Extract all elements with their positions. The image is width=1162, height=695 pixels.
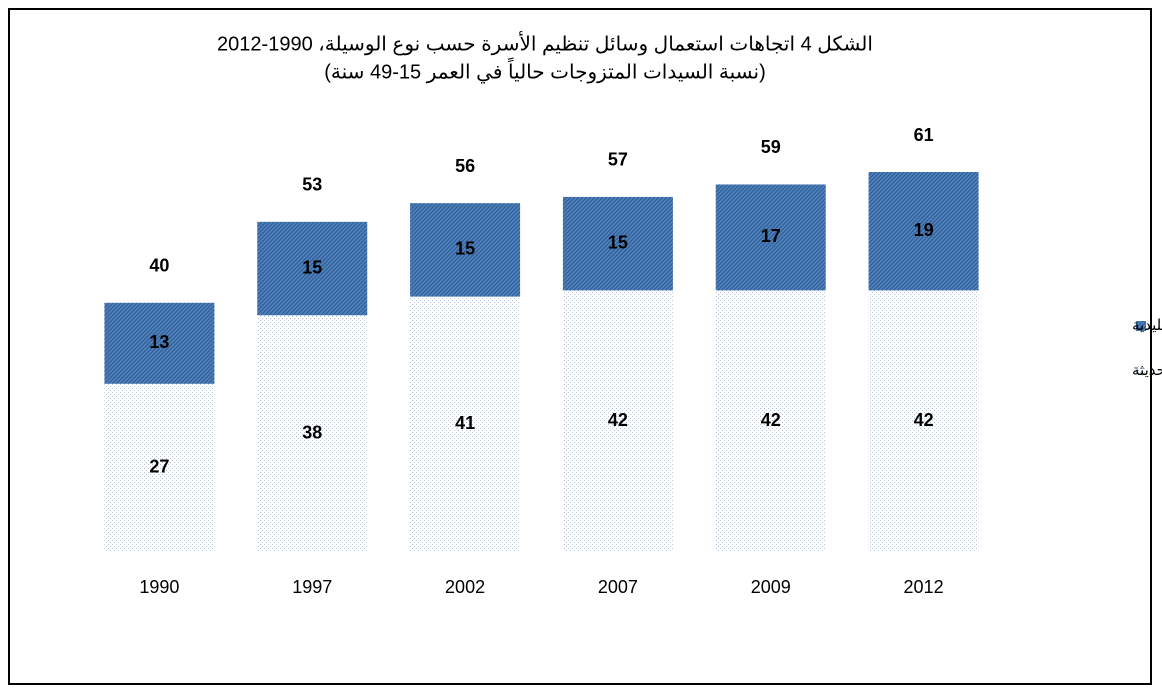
total-label: 59 (761, 137, 781, 157)
legend-swatch (1136, 321, 1146, 331)
data-label: 15 (455, 239, 475, 259)
total-label: 57 (608, 150, 628, 170)
data-label: 38 (302, 422, 322, 442)
data-label: 15 (608, 232, 628, 252)
chart-subtitle: (نسبة السيدات المتزوجات حالياً في العمر … (324, 57, 766, 84)
bar-segment (868, 290, 979, 552)
x-tick-label: 2007 (598, 577, 638, 597)
legend-swatch (1136, 366, 1146, 376)
bar-segment (104, 383, 215, 552)
x-tick-label: 2012 (904, 577, 944, 597)
data-label: 42 (608, 410, 628, 430)
x-tick-label: 1997 (292, 577, 332, 597)
bar-segment (410, 296, 521, 552)
x-tick-label: 1990 (139, 577, 179, 597)
data-label: 17 (761, 226, 781, 246)
data-label: 13 (149, 332, 169, 352)
bar-segment (562, 196, 673, 291)
total-label: 56 (455, 156, 475, 176)
x-tick-label: 2009 (751, 577, 791, 597)
data-label: 42 (761, 410, 781, 430)
data-label: 19 (914, 220, 934, 240)
chart-title: الشكل 4 اتجاهات استعمال وسائل تنظيم الأس… (217, 31, 873, 55)
data-label: 27 (149, 457, 169, 477)
bar-segment (104, 302, 215, 384)
data-label: 41 (455, 413, 475, 433)
frame (8, 8, 1152, 685)
x-tick-label: 2002 (445, 577, 485, 597)
data-label: 42 (914, 410, 934, 430)
bar-segment (715, 290, 826, 552)
bar-segment (715, 184, 826, 291)
bar-segment (257, 315, 368, 552)
total-label: 53 (302, 175, 322, 195)
bar-segment (868, 172, 979, 291)
bar-segment (562, 290, 673, 552)
bar-segment (410, 203, 521, 297)
bar-segment (257, 221, 368, 316)
total-label: 61 (914, 125, 934, 145)
total-label: 40 (149, 256, 169, 276)
data-label: 15 (302, 257, 322, 277)
